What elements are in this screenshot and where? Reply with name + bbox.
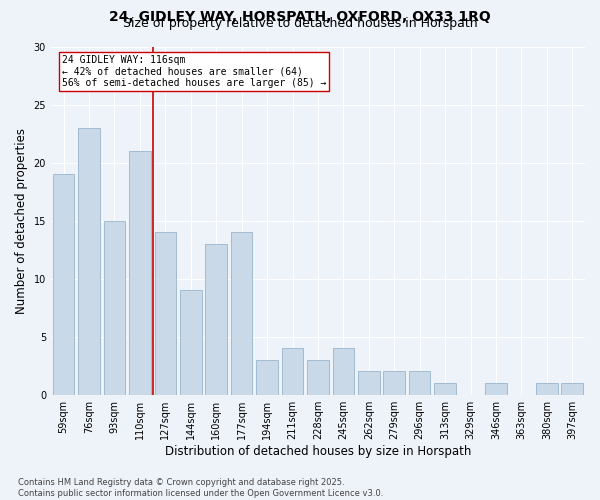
Bar: [536, 383, 557, 394]
Bar: [485, 383, 507, 394]
Bar: [282, 348, 304, 395]
Bar: [155, 232, 176, 394]
Bar: [409, 372, 430, 394]
Bar: [104, 220, 125, 394]
Bar: [383, 372, 405, 394]
Bar: [332, 348, 354, 395]
X-axis label: Distribution of detached houses by size in Horspath: Distribution of detached houses by size …: [165, 444, 471, 458]
Bar: [307, 360, 329, 394]
Bar: [562, 383, 583, 394]
Y-axis label: Number of detached properties: Number of detached properties: [15, 128, 28, 314]
Text: Contains HM Land Registry data © Crown copyright and database right 2025.
Contai: Contains HM Land Registry data © Crown c…: [18, 478, 383, 498]
Bar: [231, 232, 253, 394]
Bar: [53, 174, 74, 394]
Text: 24, GIDLEY WAY, HORSPATH, OXFORD, OX33 1RQ: 24, GIDLEY WAY, HORSPATH, OXFORD, OX33 1…: [109, 10, 491, 24]
Text: 24 GIDLEY WAY: 116sqm
← 42% of detached houses are smaller (64)
56% of semi-deta: 24 GIDLEY WAY: 116sqm ← 42% of detached …: [62, 55, 326, 88]
Bar: [78, 128, 100, 394]
Bar: [129, 151, 151, 394]
Bar: [205, 244, 227, 394]
Bar: [256, 360, 278, 394]
Bar: [180, 290, 202, 395]
Text: Size of property relative to detached houses in Horspath: Size of property relative to detached ho…: [122, 18, 478, 30]
Bar: [434, 383, 456, 394]
Bar: [358, 372, 380, 394]
